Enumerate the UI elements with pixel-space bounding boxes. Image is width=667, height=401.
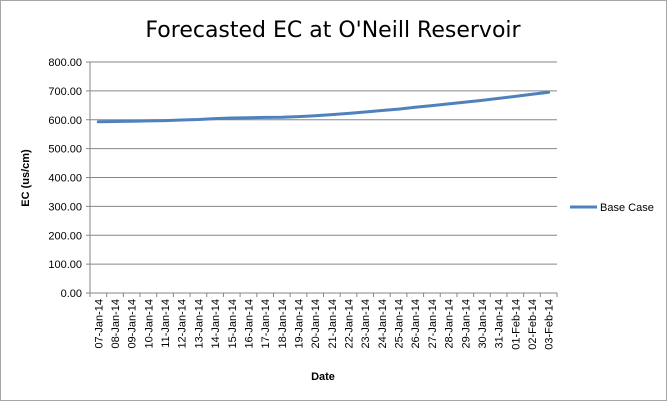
y-tick-label: 100.00 — [48, 259, 82, 271]
x-tick-label: 15-Jan-14 — [227, 299, 239, 349]
x-tick-label: 20-Jan-14 — [310, 299, 322, 349]
x-tick-label: 27-Jan-14 — [427, 299, 439, 349]
x-axis-ticks: 07-Jan-14 08-Jan-14 09-Jan-14 10-Jan-14 11-J… — [89, 293, 558, 350]
y-tick-label: 300.00 — [48, 201, 82, 213]
x-tick-label: 29-Jan-14 — [460, 299, 472, 349]
x-tick-label: 11-Jan-14 — [160, 299, 172, 348]
y-tick-label: 800.00 — [48, 57, 82, 69]
x-tick-label: 25-Jan-14 — [394, 299, 406, 349]
y-tick-label: 0.00 — [61, 288, 82, 300]
x-tick-label: 22-Jan-14 — [344, 299, 356, 349]
series-group — [96, 90, 551, 124]
x-tick-label: 17-Jan-14 — [260, 299, 272, 349]
legend: Base Case — [570, 202, 654, 214]
x-tick-label: 19-Jan-14 — [293, 299, 305, 349]
x-tick-label: 12-Jan-14 — [177, 299, 189, 349]
x-tick-label: 16-Jan-14 — [243, 299, 255, 349]
x-tick-label: 08-Jan-14 — [110, 299, 122, 349]
y-axis-ticks: 0.00 100.00 200.00 300.00 400.00 500.00 600.00… — [48, 57, 90, 300]
y-axis-label: EC (us/cm) — [20, 149, 32, 207]
x-axis-label: Date — [311, 371, 335, 383]
x-tick-label: 10-Jan-14 — [143, 299, 155, 349]
x-tick-label: 01-Feb-14 — [510, 299, 522, 350]
series-line — [96, 90, 551, 124]
x-tick-label: 02-Feb-14 — [527, 299, 539, 350]
y-tick-label: 600.00 — [48, 115, 82, 127]
x-tick-label: 18-Jan-14 — [277, 299, 289, 349]
gridlines — [90, 61, 557, 265]
x-tick-label: 23-Jan-14 — [360, 299, 372, 349]
x-tick-label: 26-Jan-14 — [410, 299, 422, 349]
y-tick-label: 400.00 — [48, 173, 82, 185]
x-tick-label: 14-Jan-14 — [210, 299, 222, 349]
y-tick-label: 200.00 — [48, 230, 82, 242]
x-tick-label: 09-Jan-14 — [127, 299, 139, 349]
x-tick-label: 28-Jan-14 — [444, 299, 456, 349]
x-tick-label: 13-Jan-14 — [193, 299, 205, 349]
x-tick-label: 24-Jan-14 — [377, 299, 389, 349]
x-tick-label: 07-Jan-14 — [93, 299, 105, 349]
x-tick-label: 03-Feb-14 — [544, 299, 556, 350]
chart-title: Forecasted EC at O'Neill Reservoir — [145, 18, 521, 43]
x-tick-label: 30-Jan-14 — [477, 299, 489, 349]
y-tick-label: 500.00 — [48, 144, 82, 156]
legend-label: Base Case — [600, 202, 654, 214]
x-tick-label: 21-Jan-14 — [327, 299, 339, 349]
y-tick-label: 700.00 — [48, 86, 82, 98]
x-tick-label: 31-Jan-14 — [494, 299, 506, 349]
